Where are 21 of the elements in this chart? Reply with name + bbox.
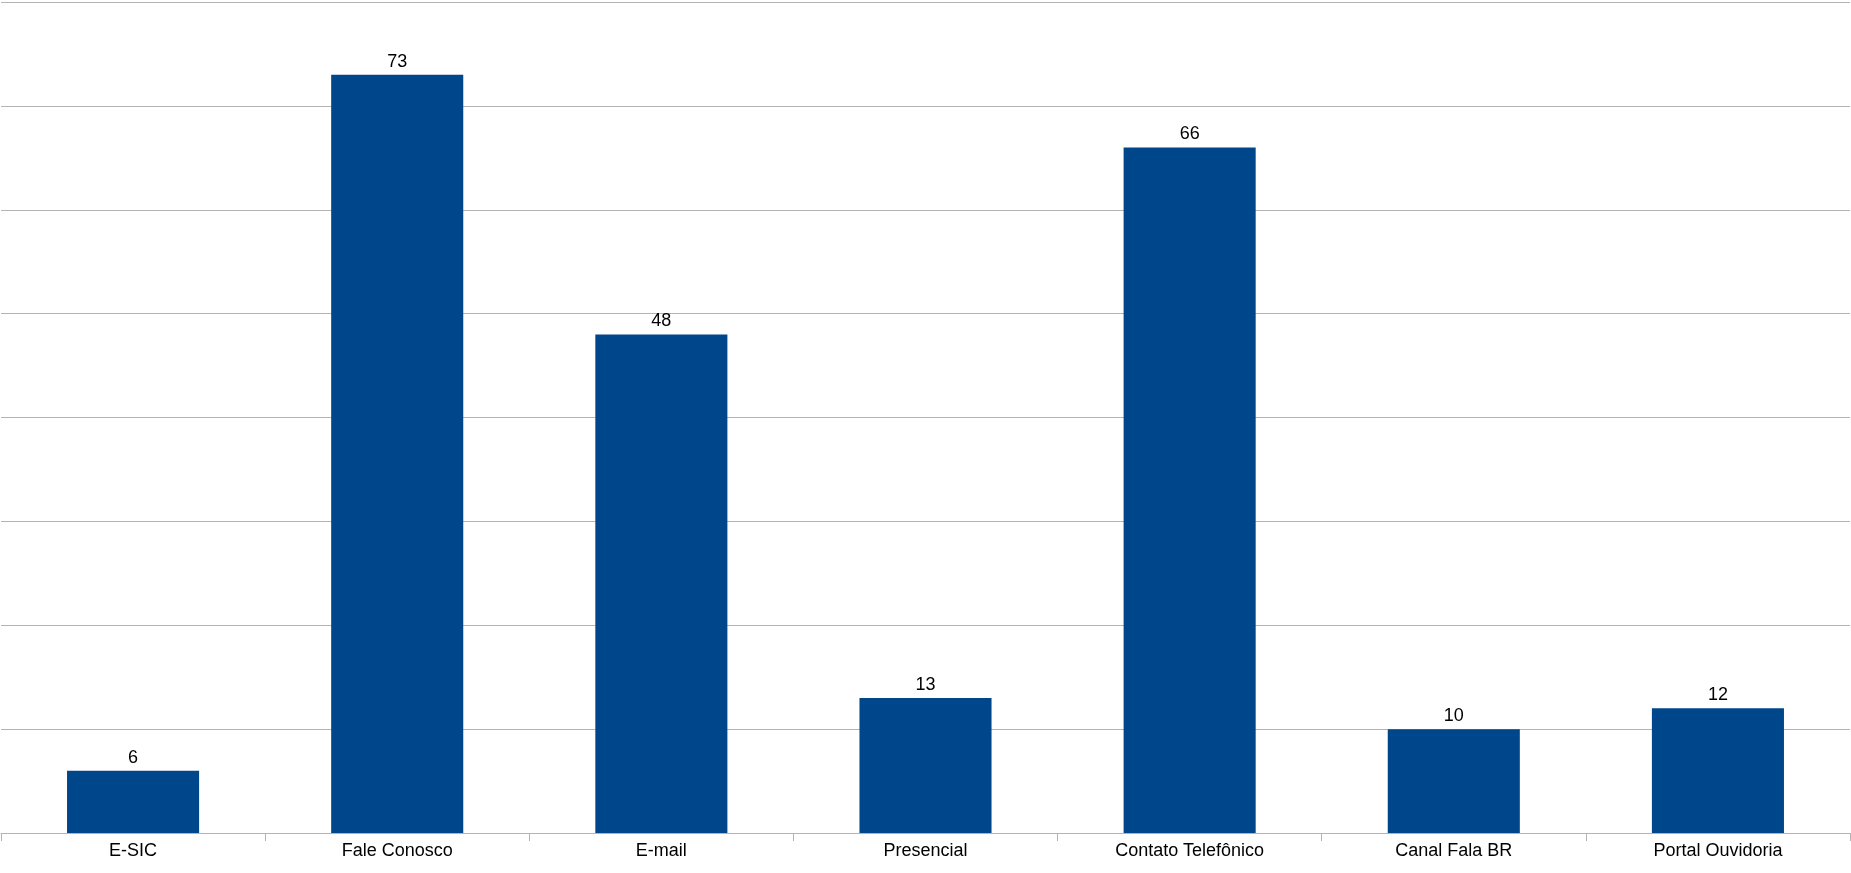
data-label: 13 <box>915 673 936 694</box>
x-tick-label: Canal Fala BR <box>1395 840 1513 860</box>
bar <box>1123 147 1256 833</box>
x-tick-label: Contato Telefônico <box>1115 840 1265 860</box>
x-tick-label: Fale Conosco <box>341 840 453 860</box>
bar <box>595 334 728 833</box>
data-label: 6 <box>128 746 139 767</box>
data-label: 66 <box>1179 123 1200 144</box>
bar <box>859 697 992 833</box>
x-tick-label: Presencial <box>883 840 968 860</box>
bar <box>1387 729 1520 833</box>
bar <box>67 770 200 833</box>
data-label: 48 <box>651 310 672 331</box>
data-label: 73 <box>387 50 408 71</box>
bar <box>331 74 464 833</box>
x-tick-label: E-mail <box>635 840 687 860</box>
x-tick-label: E-SIC <box>109 840 158 860</box>
data-label: 10 <box>1443 705 1464 726</box>
data-label: 12 <box>1707 684 1728 705</box>
x-tick-label: Portal Ouvidoria <box>1653 840 1784 860</box>
bar <box>1651 708 1784 833</box>
